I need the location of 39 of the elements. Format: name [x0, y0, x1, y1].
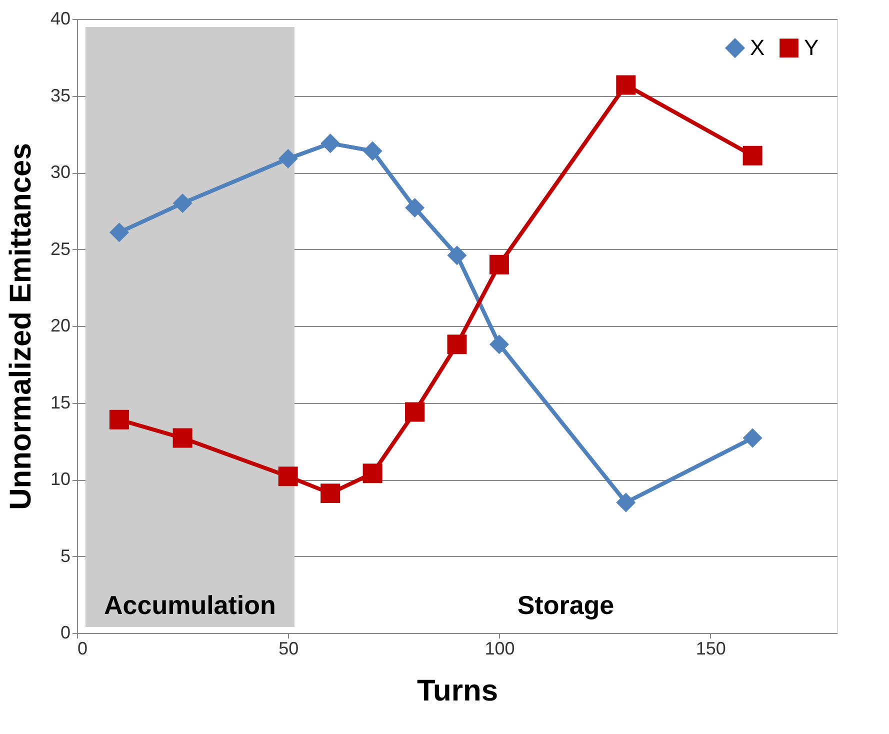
point — [489, 334, 509, 354]
y-tick-label: 30 — [50, 162, 70, 182]
point — [362, 141, 382, 161]
point — [278, 466, 298, 486]
point — [278, 148, 298, 168]
annotation: Storage — [517, 590, 614, 620]
y-tick-label: 15 — [50, 392, 70, 412]
point — [742, 428, 762, 448]
x-tick-label: 150 — [696, 638, 726, 658]
point — [447, 246, 467, 266]
point — [320, 134, 340, 154]
y-tick-label: 25 — [50, 238, 70, 259]
y-tick-label: 40 — [50, 8, 70, 28]
x-tick-label: 0 — [78, 638, 88, 658]
y-tick-label: 5 — [60, 546, 70, 566]
x-axis-title: Turns — [416, 674, 498, 708]
point — [172, 193, 192, 213]
y-tick-label: 0 — [60, 622, 70, 642]
x-tick-label: 50 — [278, 638, 299, 658]
band-label: Accumulation — [104, 590, 276, 620]
point — [109, 222, 129, 242]
legend-label: X — [750, 35, 765, 60]
y-axis-title: Unnormalized Emittances — [4, 143, 38, 510]
point — [489, 254, 509, 274]
point — [742, 146, 762, 166]
legend-label: Y — [804, 35, 819, 60]
point — [405, 402, 425, 422]
point — [616, 75, 636, 95]
point — [405, 198, 425, 218]
point — [362, 464, 382, 484]
point — [109, 410, 129, 430]
y-tick-label: 20 — [50, 316, 70, 336]
point — [320, 484, 340, 504]
point — [172, 428, 192, 448]
y-tick-label: 10 — [50, 469, 70, 489]
x-tick-label: 100 — [484, 638, 515, 658]
y-tick-label: 35 — [50, 85, 70, 106]
point — [616, 492, 636, 512]
point — [447, 334, 467, 354]
